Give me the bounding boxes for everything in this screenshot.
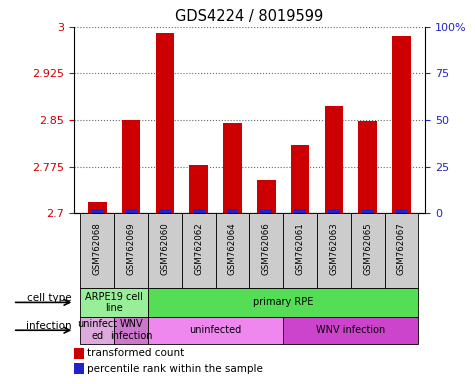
- Bar: [193, 209, 205, 213]
- Bar: [148, 317, 283, 344]
- Bar: [91, 209, 103, 213]
- Bar: [283, 213, 317, 288]
- Bar: [227, 209, 238, 213]
- Bar: [223, 123, 242, 213]
- Bar: [358, 121, 377, 213]
- Bar: [351, 213, 385, 288]
- Bar: [114, 317, 148, 344]
- Text: infection: infection: [26, 321, 71, 331]
- Text: ARPE19 cell
line: ARPE19 cell line: [85, 291, 143, 313]
- Text: GSM762066: GSM762066: [262, 223, 271, 275]
- Bar: [114, 213, 148, 288]
- Bar: [324, 106, 343, 213]
- Bar: [80, 317, 114, 344]
- Bar: [385, 213, 418, 288]
- Text: WNV infection: WNV infection: [316, 325, 385, 335]
- Text: GSM762067: GSM762067: [397, 223, 406, 275]
- Bar: [249, 213, 283, 288]
- Bar: [182, 213, 216, 288]
- Text: GSM762063: GSM762063: [329, 223, 338, 275]
- Text: uninfected: uninfected: [190, 325, 242, 335]
- Bar: [88, 202, 106, 213]
- Text: GSM762061: GSM762061: [295, 223, 304, 275]
- Text: primary RPE: primary RPE: [253, 297, 314, 308]
- Bar: [291, 145, 309, 213]
- Bar: [80, 213, 114, 288]
- Bar: [148, 288, 418, 317]
- Text: GSM762060: GSM762060: [161, 223, 170, 275]
- Bar: [156, 33, 174, 213]
- Bar: [392, 36, 411, 213]
- Bar: [260, 209, 272, 213]
- Bar: [190, 165, 208, 213]
- Text: GSM762062: GSM762062: [194, 223, 203, 275]
- Text: GSM762068: GSM762068: [93, 223, 102, 275]
- Bar: [80, 288, 148, 317]
- Bar: [257, 180, 276, 213]
- Bar: [362, 209, 373, 213]
- Bar: [328, 209, 340, 213]
- Bar: [216, 213, 249, 288]
- Bar: [317, 213, 351, 288]
- Bar: [122, 120, 141, 213]
- Text: cell type: cell type: [27, 293, 71, 303]
- Text: transformed count: transformed count: [87, 348, 184, 358]
- Text: GSM762069: GSM762069: [126, 223, 135, 275]
- Title: GDS4224 / 8019599: GDS4224 / 8019599: [175, 9, 323, 24]
- Text: GSM762065: GSM762065: [363, 223, 372, 275]
- Bar: [148, 213, 182, 288]
- Bar: [159, 209, 171, 213]
- Text: percentile rank within the sample: percentile rank within the sample: [87, 364, 263, 374]
- Text: WNV
infection: WNV infection: [110, 319, 152, 341]
- Bar: [125, 209, 137, 213]
- Bar: [283, 317, 418, 344]
- Text: uninfect
ed: uninfect ed: [77, 319, 117, 341]
- Bar: [294, 209, 306, 213]
- Text: GSM762064: GSM762064: [228, 223, 237, 275]
- Bar: [396, 209, 408, 213]
